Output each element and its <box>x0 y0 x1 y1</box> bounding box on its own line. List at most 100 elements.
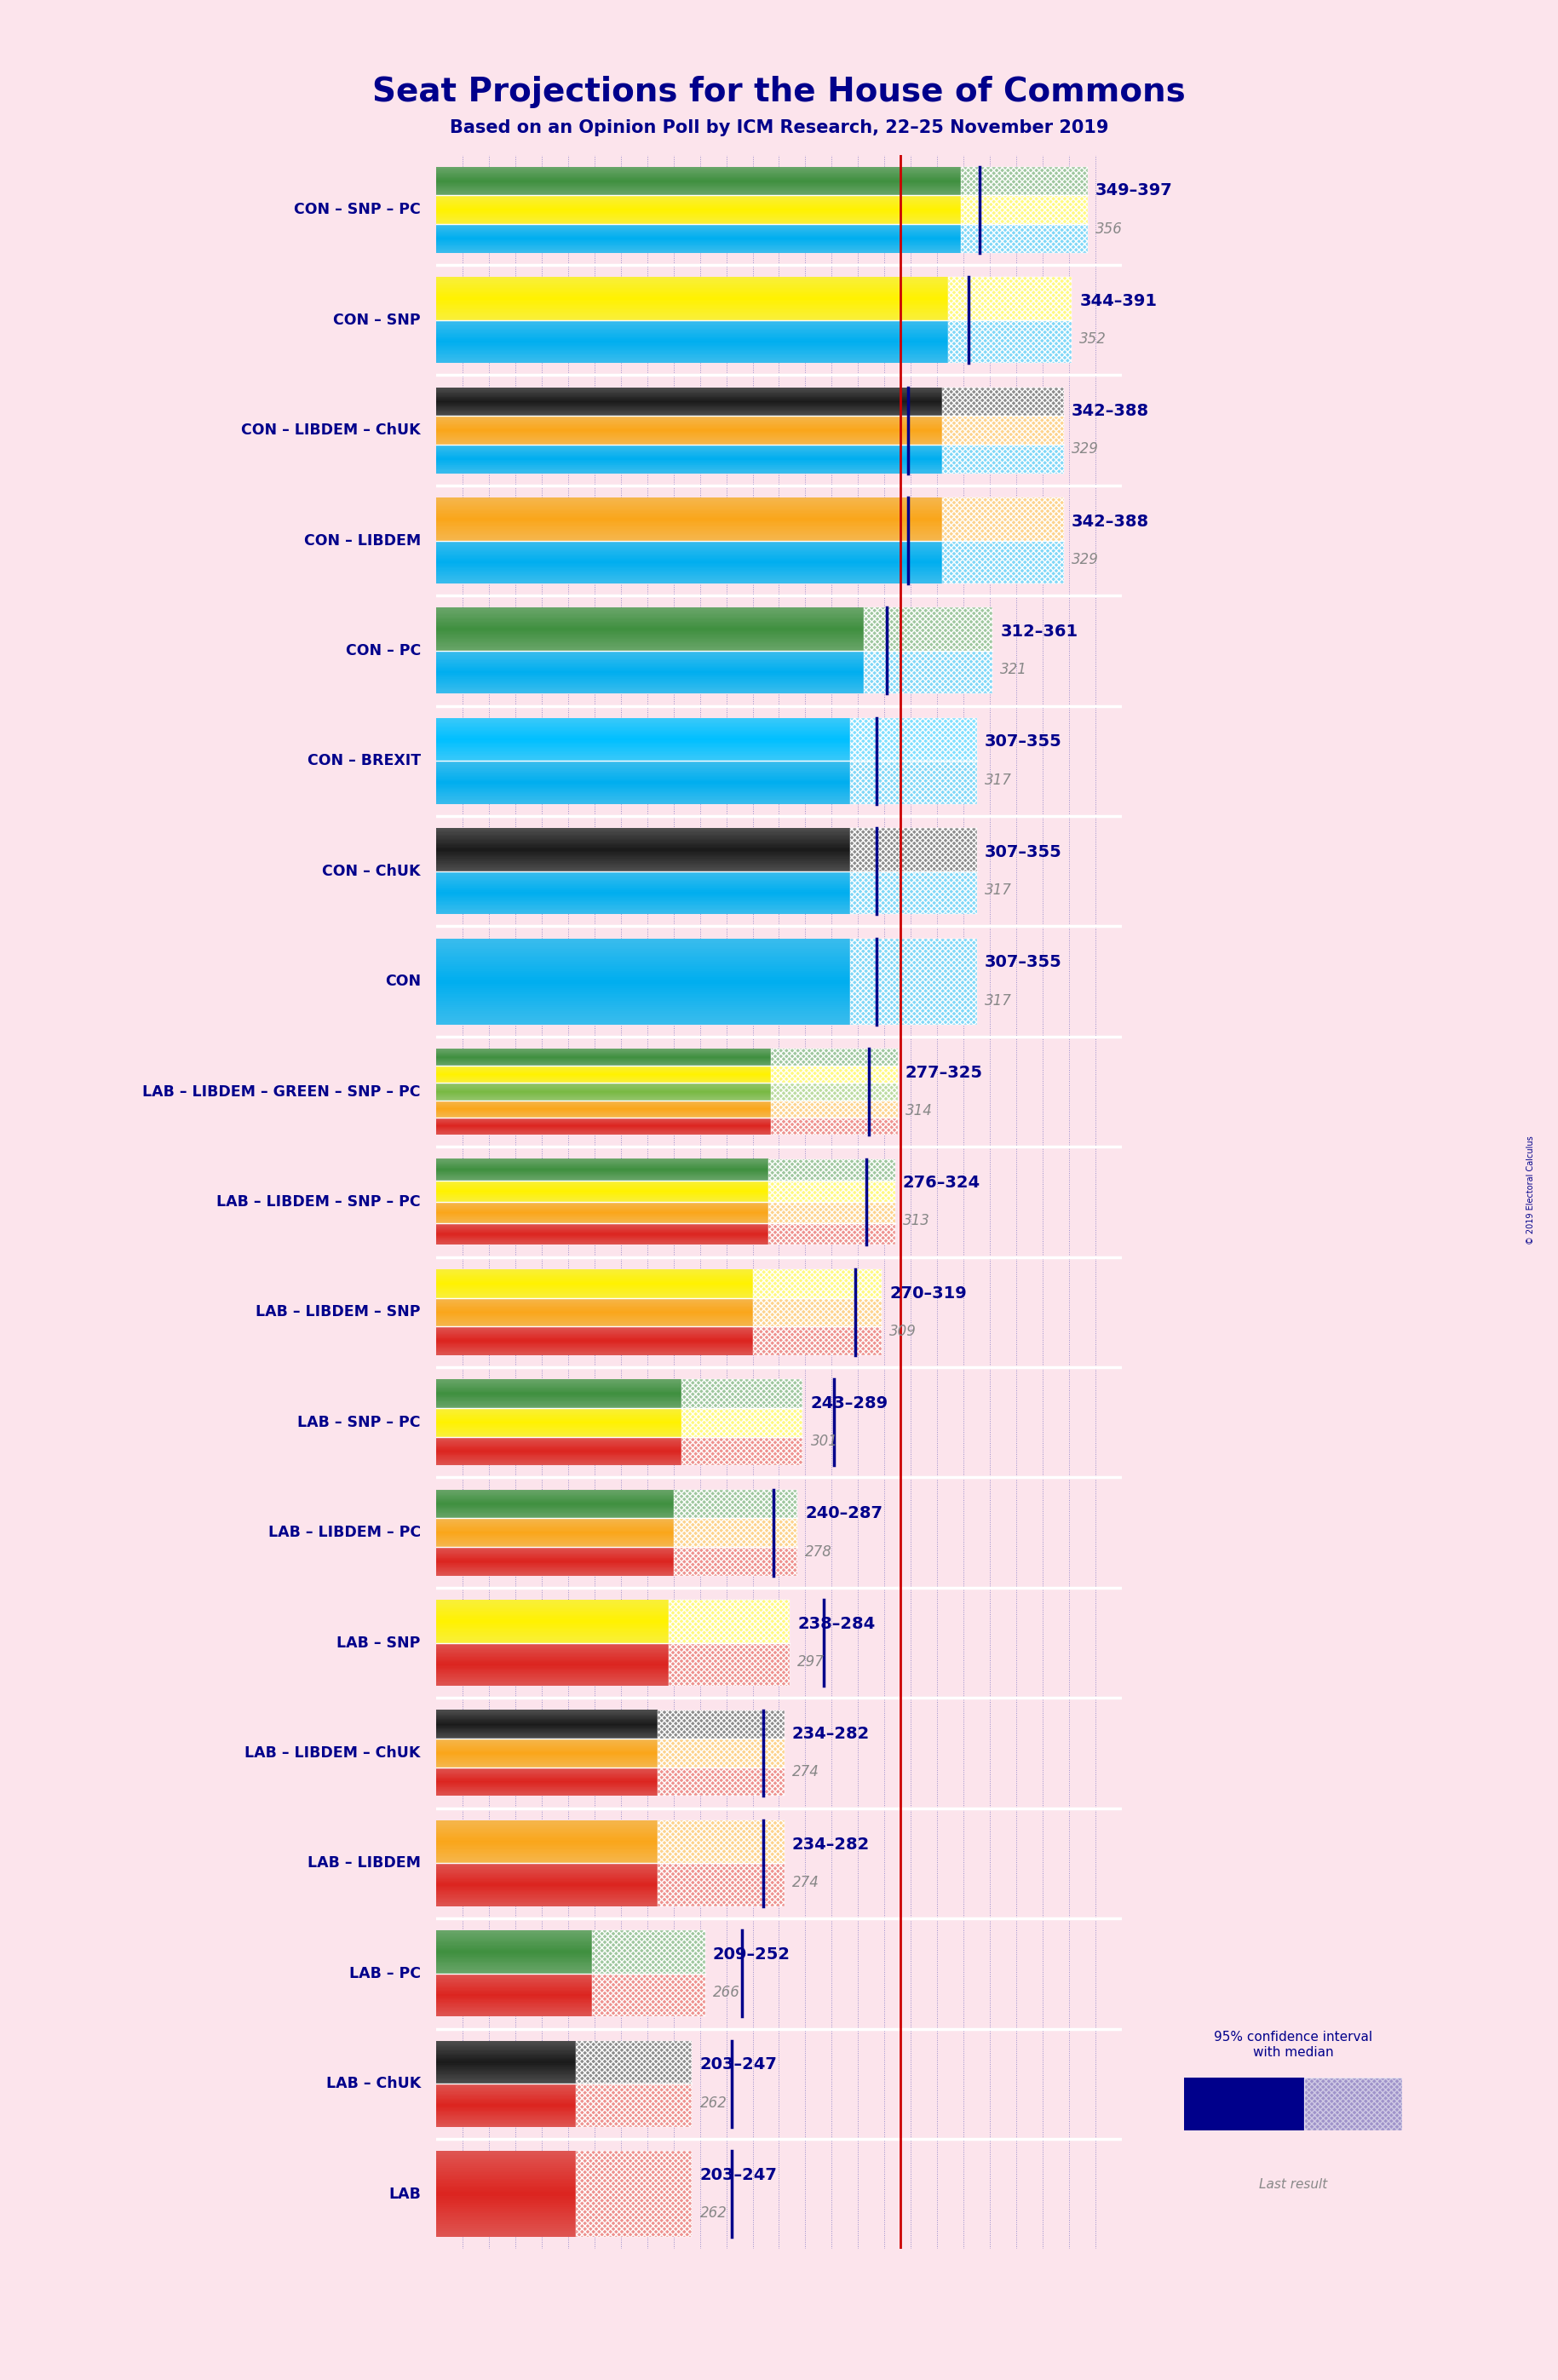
Bar <box>863 607 992 693</box>
Text: 317: 317 <box>985 992 1011 1009</box>
Bar <box>961 224 1087 252</box>
Bar <box>1184 2078 1304 2130</box>
Text: 307–355: 307–355 <box>985 733 1063 750</box>
Bar <box>943 416 1064 445</box>
Bar <box>851 871 977 914</box>
Bar <box>771 1119 897 1135</box>
Text: 356: 356 <box>1095 221 1122 236</box>
Bar <box>657 1740 784 1768</box>
Text: 342–388: 342–388 <box>1072 402 1150 419</box>
Bar <box>851 938 977 1023</box>
Text: LAB – SNP: LAB – SNP <box>337 1635 421 1649</box>
Bar <box>771 1083 897 1100</box>
Text: 266: 266 <box>714 1985 740 1999</box>
Text: 209–252: 209–252 <box>714 1947 790 1963</box>
Bar <box>657 1864 784 1906</box>
Text: 276–324: 276–324 <box>902 1176 980 1190</box>
Bar <box>771 1100 897 1119</box>
Bar <box>851 938 977 1023</box>
Bar <box>947 276 1072 319</box>
Text: LAB – LIBDEM: LAB – LIBDEM <box>307 1856 421 1871</box>
Text: LAB – LIBDEM – PC: LAB – LIBDEM – PC <box>268 1526 421 1540</box>
Bar <box>681 1438 802 1466</box>
Text: 314: 314 <box>905 1102 933 1119</box>
Text: Seat Projections for the House of Commons: Seat Projections for the House of Common… <box>372 76 1186 109</box>
Bar <box>673 1547 798 1576</box>
Bar <box>657 1711 784 1740</box>
Text: 278: 278 <box>805 1545 832 1559</box>
Text: Based on an Opinion Poll by ICM Research, 22–25 November 2019: Based on an Opinion Poll by ICM Research… <box>450 119 1108 136</box>
Bar <box>681 1380 802 1466</box>
Bar <box>851 828 977 914</box>
Text: CON – BREXIT: CON – BREXIT <box>307 754 421 769</box>
Text: 321: 321 <box>1000 662 1028 678</box>
Bar <box>753 1326 882 1354</box>
Bar <box>943 540 1064 583</box>
Text: 312–361: 312–361 <box>1000 624 1078 640</box>
Bar <box>961 167 1087 252</box>
Bar <box>668 1599 790 1642</box>
Bar <box>771 1050 897 1135</box>
Text: 307–355: 307–355 <box>985 845 1063 859</box>
Bar <box>576 2040 692 2128</box>
Bar <box>947 319 1072 364</box>
Bar <box>592 1930 706 2016</box>
Bar <box>1304 2078 1402 2130</box>
Bar <box>681 1409 802 1438</box>
Text: 317: 317 <box>985 883 1011 897</box>
Text: CON: CON <box>385 973 421 990</box>
Bar <box>668 1599 790 1685</box>
Text: CON – LIBDEM – ChUK: CON – LIBDEM – ChUK <box>241 424 421 438</box>
Bar <box>768 1180 894 1202</box>
Bar <box>753 1269 882 1297</box>
Bar <box>771 1066 897 1083</box>
Text: 297: 297 <box>798 1654 824 1668</box>
Bar <box>657 1711 784 1797</box>
Bar <box>961 195 1087 224</box>
Bar <box>771 1050 897 1066</box>
Text: 203–247: 203–247 <box>700 2056 777 2073</box>
Text: © 2019 Electoral Calculus: © 2019 Electoral Calculus <box>1527 1135 1535 1245</box>
Bar <box>673 1490 798 1576</box>
Bar <box>943 445 1064 474</box>
Bar <box>657 1768 784 1797</box>
Bar <box>768 1223 894 1245</box>
Text: 274: 274 <box>791 1764 820 1780</box>
Text: 329: 329 <box>1072 552 1098 566</box>
Text: 313: 313 <box>902 1214 930 1228</box>
Text: 309: 309 <box>890 1323 916 1340</box>
Bar <box>576 2085 692 2128</box>
Text: 274: 274 <box>791 1875 820 1890</box>
Bar <box>576 2040 692 2085</box>
Bar <box>668 1642 790 1685</box>
Bar <box>673 1490 798 1518</box>
Bar <box>681 1380 802 1409</box>
Bar <box>753 1297 882 1326</box>
Bar <box>768 1159 894 1180</box>
Text: LAB – ChUK: LAB – ChUK <box>326 2075 421 2092</box>
Text: LAB – LIBDEM – ChUK: LAB – LIBDEM – ChUK <box>245 1745 421 1761</box>
Text: 344–391: 344–391 <box>1080 293 1158 309</box>
Text: LAB – LIBDEM – SNP: LAB – LIBDEM – SNP <box>256 1304 421 1321</box>
Text: CON – ChUK: CON – ChUK <box>323 864 421 878</box>
Bar <box>592 1973 706 2016</box>
Text: 240–287: 240–287 <box>805 1507 883 1521</box>
Bar <box>768 1202 894 1223</box>
Text: 243–289: 243–289 <box>810 1395 888 1411</box>
Bar <box>943 388 1064 474</box>
Bar <box>592 1930 706 1973</box>
Text: 349–397: 349–397 <box>1095 183 1173 200</box>
Text: 307–355: 307–355 <box>985 954 1063 971</box>
Bar <box>657 1821 784 1864</box>
Bar <box>657 1821 784 1906</box>
Text: LAB: LAB <box>388 2187 421 2202</box>
Text: CON – PC: CON – PC <box>346 643 421 659</box>
Bar <box>961 167 1087 195</box>
Text: 301: 301 <box>810 1433 838 1449</box>
Bar <box>943 497 1064 540</box>
Text: 270–319: 270–319 <box>890 1285 968 1302</box>
Bar <box>753 1269 882 1354</box>
Text: LAB – PC: LAB – PC <box>349 1966 421 1980</box>
Bar <box>863 650 992 693</box>
Bar <box>576 2152 692 2237</box>
